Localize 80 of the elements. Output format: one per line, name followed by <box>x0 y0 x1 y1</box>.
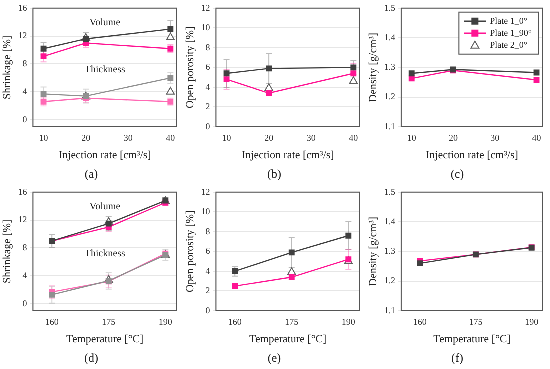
y-tick-label: 12 <box>18 214 28 225</box>
x-tick-label: 160 <box>413 316 428 327</box>
y-axis-title: Density [g/cm³] <box>367 32 380 102</box>
x-axis-title: Temperature [°C] <box>249 333 327 346</box>
y-tick-label: 0 <box>22 114 28 124</box>
y-axis-title: Density [g/cm³] <box>367 216 380 286</box>
y-tick-label: 8 <box>22 58 28 69</box>
x-axis-title: Injection rate [cm³/s] <box>58 149 152 162</box>
text: (b) <box>266 166 282 182</box>
y-tick-label: 4 <box>206 82 211 92</box>
x-tick-label: 30 <box>490 132 500 143</box>
text: (c) <box>450 166 466 182</box>
y-tick-label: 10 <box>201 22 211 33</box>
x-tick-label: 40 <box>532 132 542 143</box>
x-tick-label: 175 <box>285 316 300 327</box>
y-axis-title: Shrinkage [%] <box>1 220 14 284</box>
y-tick-label: 10 <box>201 206 211 217</box>
x-tick-label: 30 <box>306 132 316 143</box>
y-tick-label: 1.4 <box>384 32 396 42</box>
y-tick-label: 2 <box>206 102 210 112</box>
text: (d) <box>84 350 100 366</box>
x-tick-label: 190 <box>525 316 540 327</box>
y-tick-label: 0 <box>206 121 211 132</box>
y-tick-label: 12 <box>201 186 210 197</box>
x-tick-label: 20 <box>82 132 92 143</box>
x-axis-title: Injection rate [cm³/s] <box>426 149 518 162</box>
x-tick-label: 20 <box>448 132 458 143</box>
y-tick-label: 1.5 <box>384 186 396 197</box>
legend-label: Plate 2_0° <box>490 40 528 50</box>
x-axis-title: Injection rate [cm³/s] <box>242 149 334 162</box>
x-axis-title: Temperature [°C] <box>434 333 511 346</box>
y-tick-label: 1.2 <box>384 92 396 102</box>
text: (a) <box>84 166 100 182</box>
x-tick-label: 160 <box>45 316 60 327</box>
x-tick-label: 40 <box>349 132 359 143</box>
x-axis-title: Temperature [°C] <box>66 333 144 346</box>
x-tick-label: 175 <box>102 316 116 327</box>
x-tick-label: 190 <box>342 316 356 327</box>
y-tick-label: 4 <box>206 266 211 276</box>
y-tick-label: 8 <box>22 242 28 253</box>
annotation: Thickness <box>84 248 126 260</box>
x-tick-label: 10 <box>39 132 49 143</box>
x-tick-label: 30 <box>124 132 134 143</box>
y-tick-label: 2 <box>206 286 210 296</box>
y-tick-label: 1.4 <box>384 216 396 226</box>
y-tick-label: 4 <box>22 270 28 280</box>
y-axis-title: Shrinkage [%] <box>1 36 14 100</box>
y-tick-label: 12 <box>18 30 28 41</box>
x-tick-label: 160 <box>228 316 242 327</box>
text: (e) <box>266 350 282 366</box>
y-tick-label: 16 <box>18 2 28 13</box>
y-tick-label: 1.1 <box>384 305 396 316</box>
x-tick-label: 40 <box>166 132 176 143</box>
x-tick-label: 10 <box>407 132 417 143</box>
y-tick-label: 6 <box>206 62 211 72</box>
y-axis-title: Open porosity [%] <box>184 210 196 293</box>
y-tick-label: 1.2 <box>384 276 396 286</box>
y-axis-title: Open porosity [%] <box>184 26 196 109</box>
legend-label: Plate 1_0° <box>490 16 528 26</box>
annotation: Volume <box>90 17 122 28</box>
text: (f) <box>450 350 464 366</box>
y-tick-label: 0 <box>206 305 211 316</box>
annotation: Volume <box>90 201 122 212</box>
x-tick-label: 10 <box>222 132 232 143</box>
y-tick-label: 4 <box>22 86 28 96</box>
legend-label: Plate 1_90° <box>490 28 532 38</box>
y-tick-label: 1.3 <box>384 246 396 256</box>
y-tick-label: 1.5 <box>384 2 396 13</box>
y-tick-label: 1.1 <box>384 121 396 132</box>
x-tick-label: 20 <box>264 132 274 143</box>
annotation: Thickness <box>84 64 126 76</box>
x-tick-label: 175 <box>469 316 484 327</box>
y-tick-label: 8 <box>206 226 211 236</box>
y-tick-label: 16 <box>18 186 28 197</box>
y-tick-label: 8 <box>206 42 211 52</box>
y-tick-label: 6 <box>206 246 211 256</box>
y-tick-label: 12 <box>201 2 210 13</box>
y-tick-label: 0 <box>22 298 28 308</box>
y-tick-label: 1.3 <box>384 62 396 72</box>
x-tick-label: 190 <box>158 316 173 327</box>
